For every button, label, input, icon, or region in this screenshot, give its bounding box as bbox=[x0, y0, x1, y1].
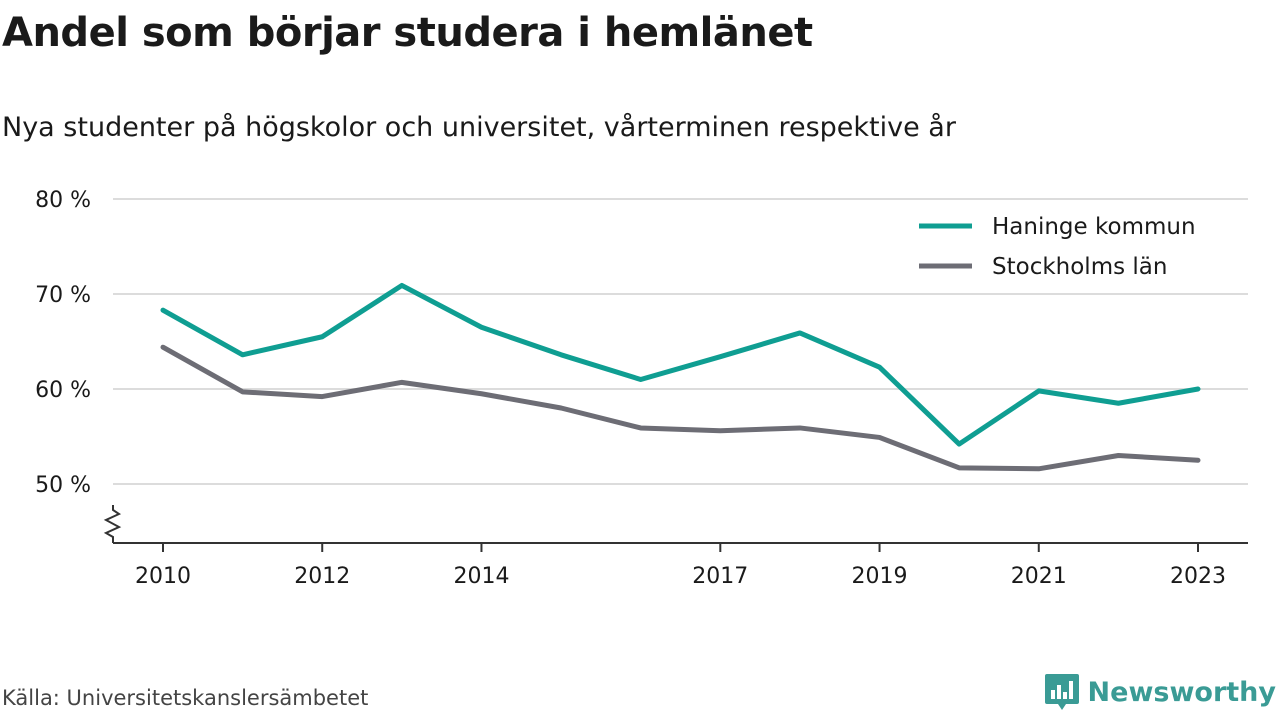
x-tick-label: 2017 bbox=[692, 564, 748, 589]
series-line-1 bbox=[160, 282, 1201, 447]
y-tick-label: 80 % bbox=[35, 188, 91, 213]
y-tick-label: 60 % bbox=[35, 378, 91, 403]
source-note: Källa: Universitetskanslersämbetet bbox=[2, 686, 369, 710]
x-tick-label: 2021 bbox=[1011, 564, 1067, 589]
axes: 50 % 60 % 70 % 80 % 2010 2012 2014 2017 2019 2021… bbox=[35, 188, 1248, 589]
legend-box bbox=[910, 207, 1226, 293]
x-tick-label: 2012 bbox=[294, 564, 350, 589]
series-line-2 bbox=[160, 344, 1201, 472]
legend-label-2: Stockholms län bbox=[992, 254, 1167, 280]
series-lines bbox=[160, 282, 1201, 472]
x-tick-label: 2010 bbox=[135, 564, 191, 589]
x-tick-label: 2014 bbox=[453, 564, 509, 589]
chart-subtitle: Nya studenter på högskolor och universit… bbox=[2, 112, 956, 143]
y-axis-break-icon bbox=[103, 505, 122, 543]
gridlines bbox=[113, 198, 1248, 485]
x-tick-label: 2023 bbox=[1170, 564, 1226, 589]
x-tick-label: 2019 bbox=[852, 564, 908, 589]
brand-logo: Newsworthy bbox=[1044, 672, 1276, 712]
legend-label-1: Haninge kommun bbox=[992, 214, 1196, 240]
newsworthy-logo-icon bbox=[1044, 674, 1079, 710]
y-tick-label: 50 % bbox=[35, 473, 91, 498]
chart-title: Andel som börjar studera i hemlänet bbox=[2, 10, 813, 56]
legend: Haninge kommun Stockholms län bbox=[910, 207, 1226, 293]
y-tick-label: 70 % bbox=[35, 283, 91, 308]
brand-name: Newsworthy bbox=[1087, 676, 1276, 708]
